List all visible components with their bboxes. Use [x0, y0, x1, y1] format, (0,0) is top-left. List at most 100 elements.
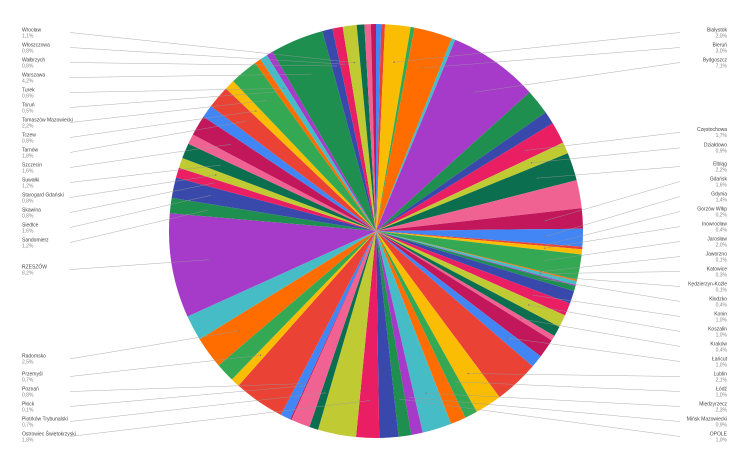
slice-label: Starogard Gdański	[22, 192, 64, 198]
slice-label: Suwałki	[22, 177, 39, 183]
pie-slice	[175, 167, 376, 231]
slice-label: Siedlce	[22, 222, 39, 228]
leader-dot	[255, 110, 257, 112]
slice-value-label: 0,8%	[22, 392, 34, 398]
slice-value-label: 0,1%	[716, 257, 728, 263]
leader-line	[69, 74, 311, 78]
slice-label: Poznań	[22, 386, 39, 392]
slice-value-label: 1,0%	[716, 332, 728, 338]
leader-line	[539, 275, 681, 287]
slice-label: OPOLE	[710, 431, 728, 437]
leader-line	[69, 195, 211, 228]
slice-value-label: 1,8%	[22, 437, 34, 443]
slice-value-label: 4,2%	[22, 78, 34, 84]
pie-slice	[370, 24, 376, 231]
slice-value-label: 1,0%	[716, 392, 728, 398]
pie-slice	[376, 228, 583, 247]
leader-dot	[544, 247, 546, 249]
leader-line	[423, 47, 681, 69]
leader-dot	[473, 91, 475, 94]
leader-dot	[524, 149, 527, 152]
leader-line	[399, 398, 681, 437]
leader-dot	[208, 259, 210, 261]
slice-value-label: 1,2%	[22, 243, 34, 249]
pie-slice	[376, 231, 500, 412]
leader-line	[69, 62, 337, 67]
slice-value-label: 1,6%	[716, 182, 728, 188]
leader-dot	[539, 272, 541, 275]
slice-label: Piotrków Trybunalski	[22, 416, 68, 422]
pie-slice	[318, 231, 376, 438]
pie-slice	[290, 231, 376, 420]
leader-line	[426, 392, 681, 407]
leader-dot	[453, 381, 455, 383]
pie-slice	[376, 92, 546, 232]
slice-value-label: 0,7%	[22, 422, 34, 428]
slice-label: Jaworzno	[706, 251, 728, 257]
slice-value-label: 0,8%	[22, 48, 34, 54]
pie-slice	[376, 231, 576, 292]
pie-slice	[376, 231, 533, 398]
leader-dot	[507, 337, 509, 339]
leader-dot	[209, 194, 211, 197]
pie-slice	[178, 158, 376, 231]
leader-dot	[539, 275, 541, 277]
leader-line	[69, 392, 325, 422]
pie-slice	[376, 231, 423, 435]
leader-dot	[540, 270, 542, 273]
slice-label: Sandomierz	[22, 237, 49, 243]
pie-slice	[203, 106, 376, 231]
pie-slice	[272, 31, 376, 231]
slice-value-label: 0,8%	[22, 63, 34, 69]
slice-label: Działdowo	[704, 143, 727, 149]
pie-slice	[376, 231, 552, 357]
leader-dot	[542, 260, 544, 262]
slice-label: Koszalin	[708, 326, 727, 332]
pie-slice	[260, 55, 376, 231]
pie-slice	[376, 231, 466, 424]
slice-label: Inowrocław	[702, 221, 727, 227]
pie-slice	[225, 81, 376, 231]
leader-dot	[218, 164, 221, 166]
pie-slice	[376, 231, 555, 341]
pie-slice	[171, 177, 376, 231]
slice-value-label: 0,8%	[22, 198, 34, 204]
pie-slice	[376, 231, 577, 285]
leader-dot	[538, 277, 540, 279]
slice-value-label: 0,1%	[716, 287, 728, 293]
leader-line	[533, 295, 681, 317]
pie-slice	[376, 231, 412, 437]
leader-line	[540, 256, 681, 272]
pie-slice	[376, 231, 541, 367]
slice-value-label: 1,6%	[22, 168, 34, 174]
pie-slice	[376, 24, 382, 231]
leader-dot	[467, 372, 469, 375]
slice-value-label: 2,3%	[716, 407, 728, 413]
slice-label: Turek	[22, 87, 35, 93]
slice-value-label: 0,9%	[716, 422, 728, 428]
leader-dot	[215, 174, 217, 176]
leader-line	[409, 397, 681, 422]
pie-slice	[233, 63, 376, 231]
leader-dot	[305, 384, 307, 387]
pie-slice	[182, 143, 376, 231]
slice-label: Kędzierzyn-Koźle	[688, 281, 727, 287]
leader-line	[507, 337, 681, 362]
slice-value-label: 1,7%	[716, 133, 728, 139]
pie-slice	[309, 231, 376, 430]
pie-slice	[322, 28, 376, 232]
leader-dot	[368, 399, 370, 402]
leader-line	[69, 100, 268, 123]
pie-slice	[356, 24, 376, 232]
leader-line	[69, 174, 216, 198]
slice-label: Częstochowa	[697, 127, 727, 133]
leader-dot	[393, 61, 395, 63]
leader-line	[69, 183, 214, 213]
leader-dot	[425, 392, 427, 394]
pie-slice	[376, 231, 560, 336]
slice-value-label: 3,0%	[716, 48, 728, 54]
leader-dot	[259, 354, 262, 357]
pie-slice	[376, 123, 564, 231]
slice-label: Katowice	[707, 266, 728, 272]
